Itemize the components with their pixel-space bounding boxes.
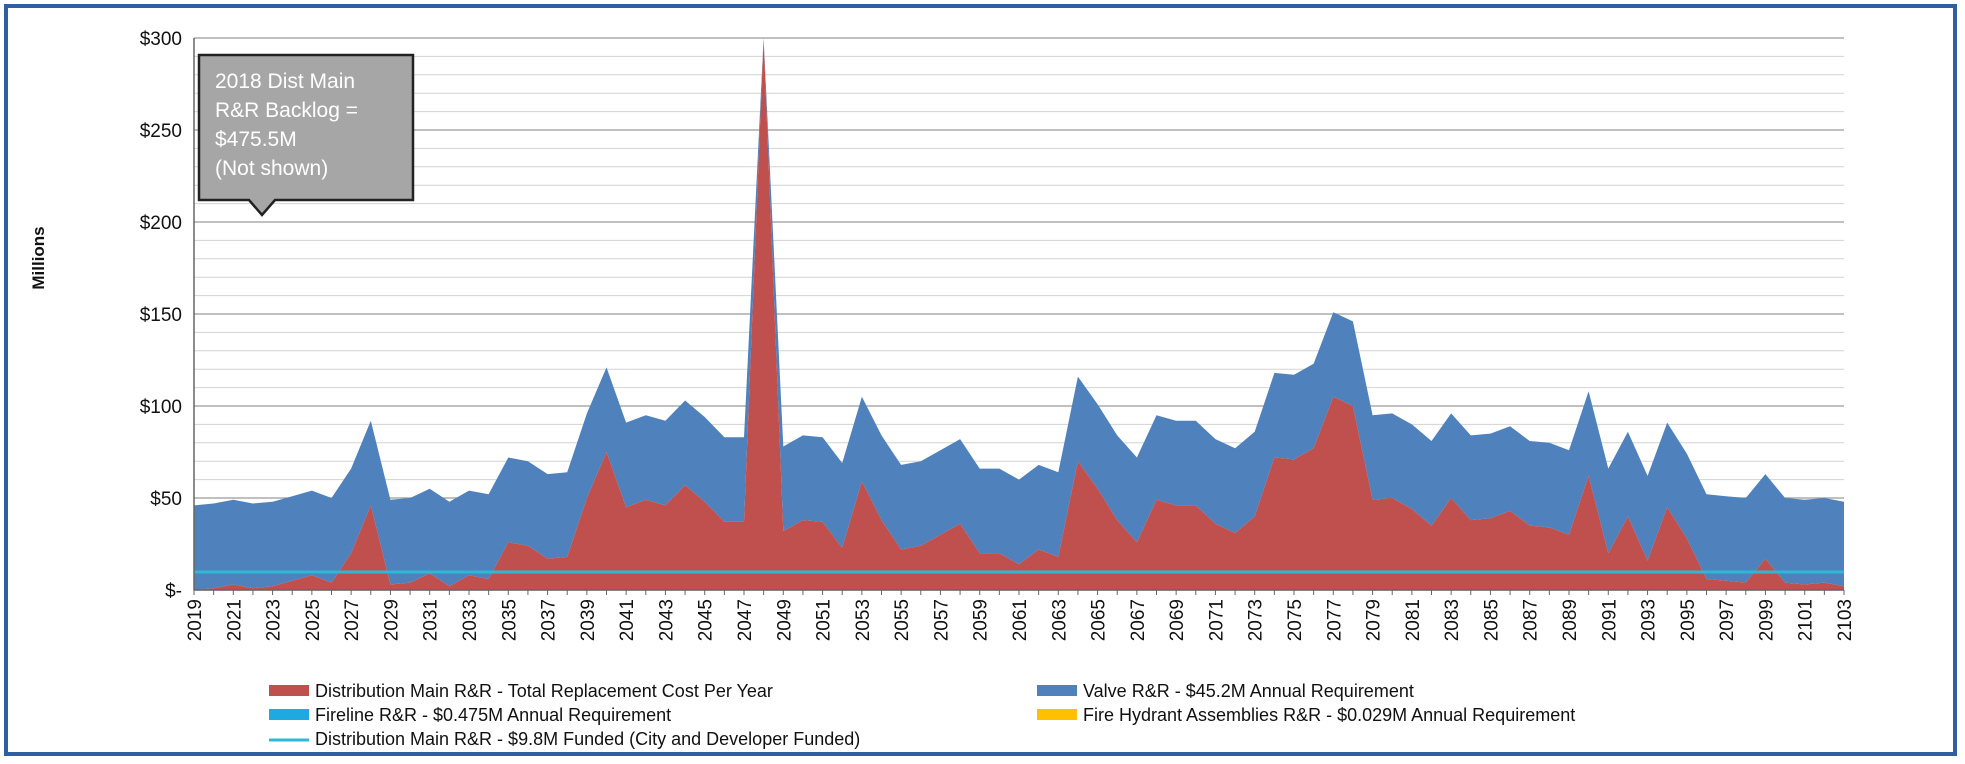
- legend-swatch-distribution-main: [269, 685, 309, 696]
- x-tick-label: 2061: [1010, 599, 1031, 641]
- y-tick-label: $50: [150, 489, 182, 510]
- y-axis-title: Millions: [29, 226, 48, 289]
- x-tick-label: 2103: [1835, 599, 1856, 641]
- x-tick-label: 2033: [460, 599, 481, 641]
- x-tick-label: 2073: [1246, 599, 1267, 641]
- callout-line-4: (Not shown): [215, 157, 328, 180]
- x-tick-label: 2029: [381, 599, 402, 641]
- x-tick-label: 2065: [1089, 599, 1110, 641]
- x-tick-label: 2023: [264, 599, 285, 641]
- legend-swatch-fireline: [269, 709, 309, 720]
- x-tick-label: 2099: [1756, 599, 1777, 641]
- y-tick-label: $300: [140, 29, 182, 50]
- y-tick-label: $150: [140, 305, 182, 326]
- x-tick-label: 2021: [224, 599, 245, 641]
- x-tick-label: 2063: [1049, 599, 1070, 641]
- callout-line-3: $475.5M: [215, 128, 297, 151]
- y-tick-label: $100: [140, 397, 182, 418]
- x-tick-label: 2059: [971, 599, 992, 641]
- callout-box: [197, 53, 415, 217]
- x-tick-label: 2085: [1481, 599, 1502, 641]
- legend: Distribution Main R&R - Total Replacemen…: [269, 681, 1575, 749]
- legend-swatch-fire-hydrant: [1037, 709, 1077, 720]
- legend-label-funded-line: Distribution Main R&R - $9.8M Funded (Ci…: [315, 729, 860, 749]
- x-tick-label: 2101: [1796, 599, 1817, 641]
- x-tick-label: 2087: [1521, 599, 1542, 641]
- callout-line-1: 2018 Dist Main: [215, 70, 355, 93]
- area-series-distribution-0: [194, 38, 1844, 590]
- x-tick-label: 2043: [656, 599, 677, 641]
- x-tick-label: 2055: [892, 599, 913, 641]
- x-tick-label: 2095: [1678, 599, 1699, 641]
- x-tick-label: 2039: [578, 599, 599, 641]
- x-tick-label: 2051: [814, 599, 835, 641]
- x-tick-label: 2093: [1639, 599, 1660, 641]
- y-tick-label: $200: [140, 213, 182, 234]
- plot-area: [194, 38, 1844, 590]
- x-tick-label: 2037: [539, 599, 560, 641]
- x-tick-label: 2097: [1717, 599, 1738, 641]
- x-tick-label: 2025: [303, 599, 324, 641]
- x-tick-label: 2067: [1128, 599, 1149, 641]
- legend-swatch-valve: [1037, 685, 1077, 696]
- x-tick-label: 2027: [342, 599, 363, 641]
- x-tick-label: 2091: [1599, 599, 1620, 641]
- x-tick-label: 2057: [931, 599, 952, 641]
- x-tick-label: 2089: [1560, 599, 1581, 641]
- x-tick-label: 2031: [421, 599, 442, 641]
- x-tick-label: 2045: [696, 599, 717, 641]
- legend-label-fireline: Fireline R&R - $0.475M Annual Requiremen…: [315, 705, 671, 725]
- x-tick-label: 2019: [185, 599, 206, 641]
- x-tick-label: 2035: [499, 599, 520, 641]
- x-tick-label: 2077: [1324, 599, 1345, 641]
- x-tick-label: 2049: [774, 599, 795, 641]
- x-tick-label: 2083: [1442, 599, 1463, 641]
- x-tick-label: 2069: [1167, 599, 1188, 641]
- y-tick-label: $250: [140, 121, 182, 142]
- x-tick-label: 2079: [1364, 599, 1385, 641]
- x-tick-label: 2075: [1285, 599, 1306, 641]
- axes: $- $50 $100 $150 $200 $250 $300 2019 2021 2023 202…: [140, 29, 1856, 641]
- y-tick-label: $-: [165, 581, 182, 602]
- legend-label-fire-hydrant: Fire Hydrant Assemblies R&R - $0.029M An…: [1083, 705, 1575, 725]
- x-tick-label: 2081: [1403, 599, 1424, 641]
- legend-label-distribution-main: Distribution Main R&R - Total Replacemen…: [315, 681, 773, 701]
- x-tick-label: 2047: [735, 599, 756, 641]
- backlog-callout: 2018 Dist Main R&R Backlog = $475.5M (No…: [197, 53, 415, 217]
- x-tick-label: 2053: [853, 599, 874, 641]
- x-tick-label: 2071: [1206, 599, 1227, 641]
- x-tick-label: 2041: [617, 599, 638, 641]
- callout-line-2: R&R Backlog =: [215, 99, 358, 122]
- legend-label-valve: Valve R&R - $45.2M Annual Requirement: [1083, 681, 1414, 701]
